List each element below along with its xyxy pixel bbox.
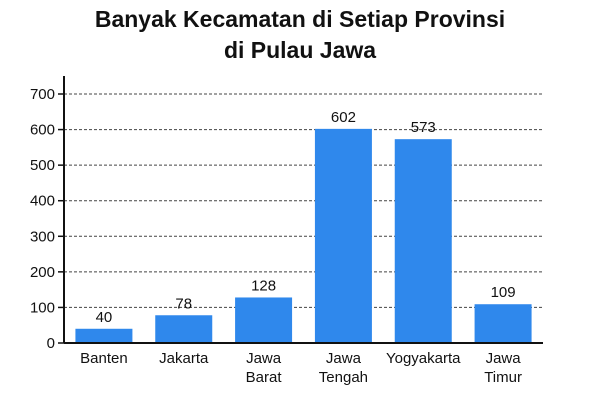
bar	[75, 328, 133, 343]
x-tick-label: Jawa	[486, 350, 522, 367]
bar	[155, 315, 213, 343]
data-label: 40	[96, 309, 113, 326]
y-tick-label: 0	[47, 335, 55, 352]
x-tick-label: Barat	[246, 369, 283, 386]
y-tick-label: 600	[30, 122, 55, 139]
y-tick-label: 300	[30, 228, 55, 245]
y-axis-ticks: 0 100 200 300 400 500 600 700	[30, 86, 64, 352]
data-label: 573	[411, 119, 436, 136]
bars	[75, 128, 532, 343]
bar	[314, 128, 372, 343]
chart-title-line-1: Banyak Kecamatan di Setiap Provinsi	[95, 6, 505, 32]
x-tick-label: Yogyakarta	[386, 350, 461, 367]
x-tick-label: Tengah	[319, 369, 368, 386]
data-label: 78	[175, 295, 192, 312]
y-tick-label: 200	[30, 264, 55, 281]
data-label: 109	[491, 284, 516, 301]
chart-title-line-2: di Pulau Jawa	[224, 37, 376, 63]
x-tick-label: Jawa	[326, 350, 362, 367]
bar	[235, 297, 293, 343]
y-tick-label: 700	[30, 86, 55, 103]
chart-title: Banyak Kecamatan di Setiap Provinsi di P…	[95, 6, 505, 63]
data-label: 602	[331, 109, 356, 126]
y-tick-label: 400	[30, 193, 55, 210]
data-label: 128	[251, 277, 276, 294]
data-labels: 40 78 128 602 573 109	[96, 109, 516, 326]
bar	[394, 139, 452, 343]
x-tick-label: Jakarta	[159, 350, 209, 367]
gridlines	[64, 93, 543, 308]
x-tick-label: Jawa	[246, 350, 282, 367]
x-tick-label: Timur	[484, 369, 522, 386]
y-tick-label: 100	[30, 299, 55, 316]
y-tick-label: 500	[30, 157, 55, 174]
x-axis-categories: Banten Jakarta Jawa Barat Jawa Tengah Yogyakar…	[80, 350, 522, 386]
x-tick-label: Banten	[80, 350, 128, 367]
bar	[474, 304, 532, 343]
